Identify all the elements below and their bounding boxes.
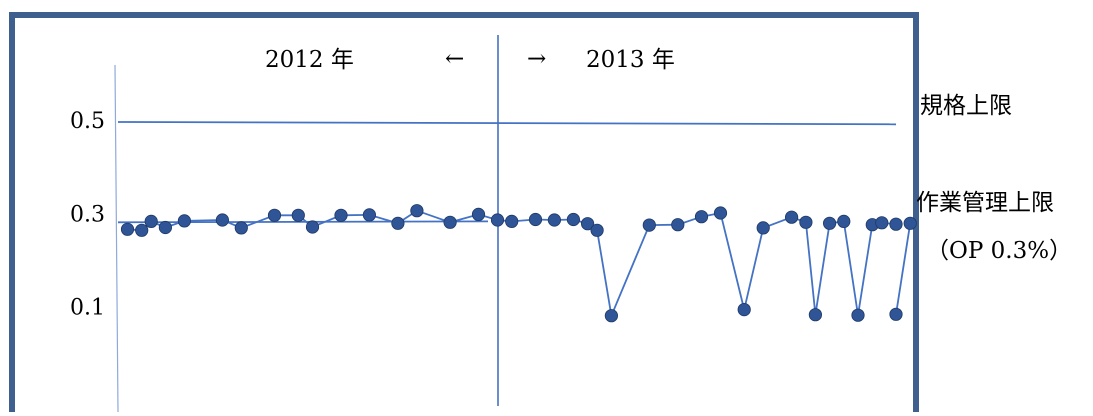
- data-point-marker: [808, 308, 823, 322]
- data-point-marker: [410, 204, 424, 218]
- data-point-marker: [362, 208, 376, 222]
- y-tick-label-0-3: 0.3: [70, 202, 105, 227]
- data-point-marker: [875, 216, 889, 230]
- spec-limit-label: 規格上限: [920, 93, 1012, 119]
- data-point-marker: [528, 212, 543, 227]
- data-point-marker: [889, 217, 903, 231]
- data-points: [120, 204, 917, 323]
- data-point-marker: [799, 215, 813, 229]
- data-point-marker: [756, 221, 770, 235]
- period-right-label: 2013 年: [586, 47, 675, 73]
- data-point-marker: [334, 208, 348, 222]
- data-point-marker: [120, 222, 135, 236]
- data-point-marker: [291, 208, 305, 222]
- period-left-label: 2012 年: [265, 47, 354, 73]
- data-point-marker: [391, 216, 405, 230]
- data-point-marker: [851, 308, 865, 322]
- data-point-marker: [234, 221, 248, 235]
- y-tick-label-0-1: 0.1: [70, 296, 105, 321]
- chart-frame: [9, 12, 919, 416]
- data-point-marker: [822, 216, 837, 230]
- control-limit-line: [117, 220, 489, 224]
- data-point-marker: [784, 210, 799, 224]
- data-series-tail: [895, 223, 912, 315]
- data-point-marker: [713, 206, 728, 220]
- spec-limit-line: [117, 121, 897, 126]
- data-point-marker: [471, 207, 486, 221]
- y-tick-label-0-5: 0.5: [70, 109, 105, 134]
- data-point-marker: [889, 307, 903, 321]
- control-limit-sub-label: （OP 0.3%）: [926, 238, 1072, 264]
- data-point-marker: [505, 214, 519, 228]
- data-point-marker: [443, 215, 457, 229]
- data-point-marker: [837, 214, 851, 228]
- data-point-marker: [604, 309, 619, 323]
- data-point-marker: [135, 223, 149, 237]
- data-point-marker: [671, 218, 685, 232]
- data-point-marker: [267, 208, 282, 222]
- data-point-marker: [215, 213, 229, 227]
- data-point-marker: [580, 217, 595, 231]
- data-point-marker: [490, 213, 505, 227]
- data-point-marker: [694, 210, 709, 224]
- data-point-marker: [737, 302, 751, 317]
- arrow-left-label: ←: [445, 46, 464, 72]
- data-point-marker: [158, 220, 172, 235]
- control-limit-label: 作業管理上限: [916, 190, 1054, 216]
- data-point-marker: [547, 213, 562, 227]
- data-point-marker: [144, 214, 158, 228]
- data-point-marker: [177, 214, 191, 228]
- data-point-marker: [642, 218, 656, 232]
- data-point-marker: [903, 216, 917, 230]
- data-point-marker: [590, 223, 604, 237]
- data-point-marker: [305, 220, 320, 234]
- arrow-right-label: →: [527, 46, 546, 72]
- y-axis-line: [114, 64, 119, 413]
- data-point-marker: [566, 212, 581, 227]
